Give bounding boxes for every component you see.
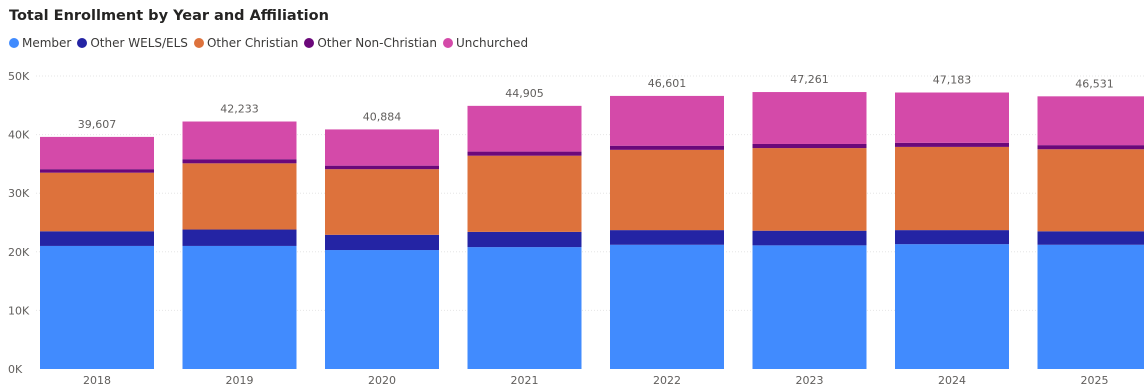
bar-segment[interactable] — [1037, 231, 1144, 245]
y-tick-label: 50K — [8, 70, 30, 83]
total-label: 42,233 — [220, 103, 259, 116]
bar-segment[interactable] — [40, 172, 154, 232]
legend-label: Unchurched — [455, 36, 529, 50]
bar-segment[interactable] — [1037, 149, 1144, 232]
bar-segment[interactable] — [467, 155, 582, 232]
bar-segment[interactable] — [182, 245, 297, 369]
x-axis: 2018 2019 2020 2021 2022 2023 2024 2025 — [83, 374, 1109, 387]
bar-segment[interactable] — [1037, 244, 1144, 369]
total-label: 47,261 — [790, 73, 829, 86]
y-tick-label: 30K — [8, 187, 30, 200]
x-tick-label: 2019 — [226, 374, 254, 387]
bar-segment[interactable] — [467, 105, 582, 152]
legend-item[interactable]: Member — [9, 36, 71, 50]
total-label: 39,607 — [78, 118, 117, 131]
y-axis: 0K 10K 20K 30K 40K 50K — [8, 70, 30, 376]
bar-segment[interactable] — [610, 149, 724, 231]
x-tick-label: 2018 — [83, 374, 111, 387]
bar-segment[interactable] — [610, 145, 724, 150]
bar-segment[interactable] — [895, 146, 1009, 231]
bar-segment[interactable] — [325, 165, 439, 170]
bar-segment[interactable] — [182, 159, 297, 164]
bar-segment[interactable] — [325, 169, 439, 235]
total-label: 47,183 — [933, 74, 972, 87]
legend-swatch — [9, 38, 19, 48]
x-tick-label: 2023 — [796, 374, 824, 387]
bar-segment[interactable] — [467, 247, 582, 369]
bar-segment[interactable] — [467, 231, 582, 248]
bar-segment[interactable] — [325, 129, 439, 166]
bar-segment[interactable] — [895, 244, 1009, 369]
legend-swatch — [77, 38, 88, 48]
chart-legend: Member Other WELS/ELS Other Christian Other… — [9, 36, 534, 50]
legend-item[interactable]: Unchurched — [442, 36, 529, 50]
y-tick-label: 0K — [8, 363, 23, 376]
x-tick-label: 2020 — [368, 374, 396, 387]
total-labels: 39,607 42,233 40,884 44,905 46,601 47,261 47,1… — [78, 73, 1114, 131]
y-tick-label: 20K — [8, 246, 30, 259]
bar-segment[interactable] — [610, 230, 724, 245]
bar-segment[interactable] — [610, 244, 724, 369]
bar-segment[interactable] — [467, 151, 582, 156]
total-label: 40,884 — [363, 110, 402, 123]
legend-swatch — [193, 38, 204, 48]
bar-segment[interactable] — [752, 245, 867, 369]
x-tick-label: 2022 — [653, 374, 681, 387]
total-label: 44,905 — [505, 87, 544, 100]
bar-segment[interactable] — [40, 245, 154, 369]
bar-segment[interactable] — [182, 163, 297, 230]
bar-segment[interactable] — [325, 250, 439, 369]
legend-label: Other Non-Christian — [317, 36, 437, 50]
legend-item[interactable]: Other Non-Christian — [304, 36, 437, 50]
bar-segment[interactable] — [895, 142, 1009, 147]
legend-item[interactable]: Other WELS/ELS — [77, 36, 188, 50]
x-tick-label: 2024 — [938, 374, 966, 387]
x-tick-label: 2025 — [1081, 374, 1109, 387]
bar-segment[interactable] — [325, 234, 439, 251]
bar-segment[interactable] — [40, 136, 154, 170]
total-label: 46,531 — [1075, 77, 1114, 90]
legend-swatch — [442, 38, 453, 48]
bar-segment[interactable] — [752, 92, 867, 144]
legend-label: Other Christian — [206, 36, 299, 50]
x-tick-label: 2021 — [511, 374, 539, 387]
bar-segment[interactable] — [40, 231, 154, 246]
legend-label: Other WELS/ELS — [90, 36, 188, 50]
bar-segment[interactable] — [610, 95, 724, 146]
total-label: 46,601 — [648, 77, 687, 90]
bar-segment[interactable] — [752, 143, 867, 149]
bar-segment[interactable] — [1037, 145, 1144, 150]
bar-segment[interactable] — [895, 92, 1009, 143]
chart-title: Total Enrollment by Year and Affiliation — [9, 8, 329, 24]
bar-segment[interactable] — [895, 230, 1009, 245]
legend-label: Member — [22, 36, 72, 50]
bar-segment[interactable] — [182, 229, 297, 246]
legend-item[interactable]: Other Christian — [193, 36, 299, 50]
bar-segment[interactable] — [40, 169, 154, 173]
y-tick-label: 10K — [8, 304, 30, 317]
y-tick-label: 40K — [8, 129, 30, 142]
bar-segment[interactable] — [1037, 96, 1144, 146]
bars — [40, 92, 1144, 369]
bar-segment[interactable] — [752, 148, 867, 231]
bar-segment[interactable] — [182, 121, 297, 160]
bar-segment[interactable] — [752, 230, 867, 246]
legend-swatch — [304, 38, 315, 48]
